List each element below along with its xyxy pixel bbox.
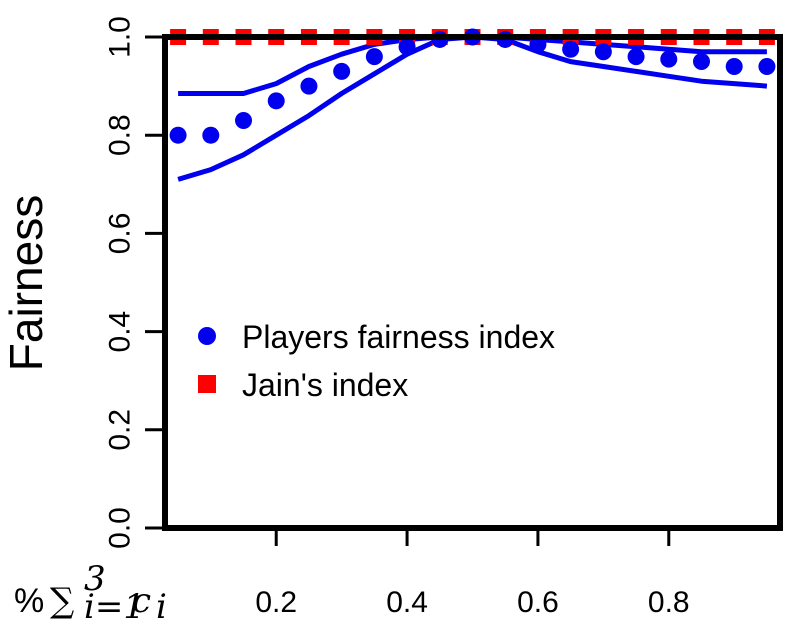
data-point-players	[725, 57, 743, 75]
data-point-players	[267, 92, 285, 110]
legend-label-jain: Jain's index	[242, 367, 408, 403]
x-axis-label-var: c	[132, 581, 151, 620]
data-point-players	[529, 35, 547, 53]
plot-frame	[162, 34, 783, 531]
x-tick-label: 0.2	[255, 586, 297, 619]
data-point-players	[758, 57, 776, 75]
data-point-players	[627, 48, 645, 66]
legend-marker-jain	[198, 375, 216, 393]
plot-marks	[169, 28, 776, 182]
y-tick-label: 0.2	[104, 409, 137, 451]
data-point-players	[365, 48, 383, 66]
y-axis-label: Fairness	[0, 195, 52, 371]
y-axis: 0.0 0.2 0.4 0.6 0.8 1.0	[104, 16, 165, 549]
x-tick-label: 0.4	[386, 586, 428, 619]
legend-label-players: Players fairness index	[242, 319, 555, 355]
data-point-players	[660, 50, 678, 68]
x-axis-label-upper: 3	[84, 559, 106, 599]
y-tick-label: 0.8	[104, 114, 137, 156]
data-point-players	[398, 38, 416, 56]
x-tick-label: 0.8	[648, 586, 690, 619]
x-axis-label-sum: ∑	[50, 581, 74, 620]
data-point-players	[333, 62, 351, 80]
data-point-players	[300, 77, 318, 95]
x-axis: 0.2 0.4 0.6 0.8	[255, 528, 690, 619]
legend-marker-players	[198, 327, 216, 345]
x-axis-label-sub: i	[156, 587, 167, 620]
data-point-players	[169, 126, 187, 144]
legend: Players fairness index Jain's index	[198, 319, 555, 403]
data-point-players	[202, 126, 220, 144]
data-point-players	[594, 43, 612, 61]
x-axis-label-prefix: %	[14, 582, 44, 620]
series-line-lower-bound	[177, 34, 768, 182]
y-tick-label: 0.0	[104, 507, 137, 549]
data-point-players	[235, 111, 253, 129]
data-point-players	[562, 40, 580, 58]
y-tick-label: 1.0	[104, 16, 137, 58]
x-tick-label: 0.6	[517, 586, 559, 619]
x-axis-label-lower: i=1	[84, 587, 145, 620]
data-point-players	[692, 53, 710, 71]
x-axis-label: % ∑ 3 i=1 c i	[14, 559, 167, 620]
y-tick-label: 0.4	[104, 311, 137, 353]
y-tick-label: 0.6	[104, 213, 137, 255]
